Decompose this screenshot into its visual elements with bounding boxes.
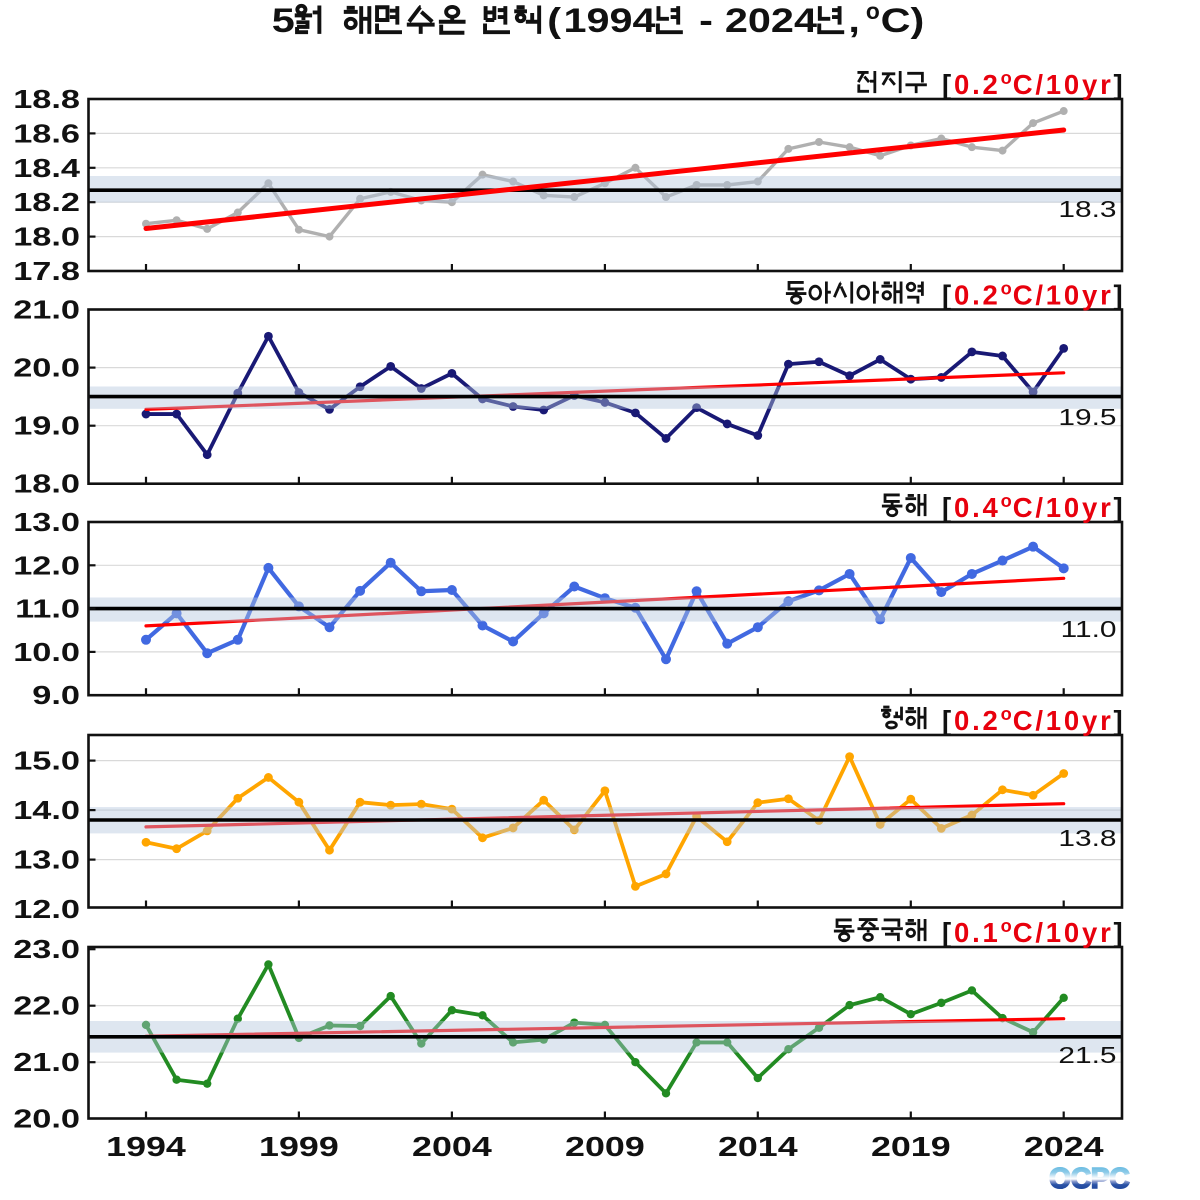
svg-text:9.0: 9.0 bbox=[32, 681, 80, 710]
svg-text:12.0: 12.0 bbox=[13, 551, 80, 580]
svg-text:13.8: 13.8 bbox=[1058, 825, 1116, 851]
svg-text:C/10yr: C/10yr bbox=[1013, 69, 1114, 100]
svg-text:1999: 1999 bbox=[259, 1131, 339, 1162]
svg-text:[: [ bbox=[942, 492, 954, 523]
svg-text:C/10yr: C/10yr bbox=[1013, 917, 1114, 948]
svg-text:10.0: 10.0 bbox=[13, 638, 80, 667]
svg-text:]: ] bbox=[1114, 705, 1126, 736]
svg-text:18.2: 18.2 bbox=[13, 188, 80, 217]
svg-text:[: [ bbox=[942, 917, 954, 948]
svg-text:18.8: 18.8 bbox=[13, 85, 80, 114]
svg-text:11.0: 11.0 bbox=[15, 595, 80, 624]
svg-text:19.5: 19.5 bbox=[1058, 404, 1116, 430]
svg-text:13.0: 13.0 bbox=[13, 508, 80, 537]
svg-text:]: ] bbox=[1114, 69, 1126, 100]
svg-text:OCPC: OCPC bbox=[1049, 1163, 1129, 1195]
svg-text:2019: 2019 bbox=[871, 1131, 951, 1162]
svg-text:21.5: 21.5 bbox=[1058, 1042, 1116, 1068]
svg-text:18.4: 18.4 bbox=[13, 154, 80, 183]
svg-text:13.0: 13.0 bbox=[13, 846, 80, 875]
svg-text:]: ] bbox=[1114, 492, 1126, 523]
svg-text:o: o bbox=[1001, 704, 1012, 724]
svg-text:20.0: 20.0 bbox=[13, 1105, 80, 1134]
svg-text:C/10yr: C/10yr bbox=[1013, 705, 1114, 736]
svg-text:,: , bbox=[848, 2, 860, 40]
svg-text:15.0: 15.0 bbox=[13, 747, 80, 776]
svg-text:0.1: 0.1 bbox=[954, 917, 1001, 948]
svg-text:21.0: 21.0 bbox=[13, 1048, 80, 1077]
svg-text:22.0: 22.0 bbox=[13, 992, 80, 1021]
svg-text:C): C) bbox=[881, 2, 925, 40]
svg-text:o: o bbox=[866, 0, 880, 24]
svg-text:0.4: 0.4 bbox=[954, 492, 1001, 523]
svg-text:2009: 2009 bbox=[565, 1131, 645, 1162]
svg-text:(: ( bbox=[547, 2, 561, 40]
svg-text:2024: 2024 bbox=[725, 2, 817, 40]
svg-text:17.8: 17.8 bbox=[13, 257, 80, 286]
svg-text:-: - bbox=[699, 2, 713, 40]
svg-text:21.0: 21.0 bbox=[13, 295, 80, 324]
svg-text:20.0: 20.0 bbox=[13, 354, 80, 383]
svg-text:o: o bbox=[1001, 491, 1012, 511]
svg-text:o: o bbox=[1001, 279, 1012, 299]
svg-text:[: [ bbox=[942, 705, 954, 736]
svg-text:18.0: 18.0 bbox=[13, 223, 80, 252]
svg-text:o: o bbox=[1001, 68, 1012, 88]
svg-text:23.0: 23.0 bbox=[13, 935, 80, 964]
svg-text:[: [ bbox=[942, 280, 954, 311]
svg-text:0.2: 0.2 bbox=[954, 705, 1001, 736]
svg-text:[: [ bbox=[942, 69, 954, 100]
svg-text:0.2: 0.2 bbox=[954, 69, 1001, 100]
svg-text:12.0: 12.0 bbox=[13, 895, 80, 924]
svg-text:2014: 2014 bbox=[718, 1131, 798, 1162]
svg-text:18.6: 18.6 bbox=[13, 119, 80, 148]
svg-text:1994: 1994 bbox=[564, 2, 656, 40]
svg-text:C/10yr: C/10yr bbox=[1013, 280, 1114, 311]
svg-text:5: 5 bbox=[272, 2, 295, 40]
svg-text:]: ] bbox=[1114, 917, 1126, 948]
svg-text:19.0: 19.0 bbox=[13, 412, 80, 441]
svg-text:C/10yr: C/10yr bbox=[1013, 492, 1114, 523]
svg-text:2024: 2024 bbox=[1024, 1131, 1104, 1162]
svg-text:14.0: 14.0 bbox=[13, 796, 80, 825]
svg-text:1994: 1994 bbox=[106, 1131, 186, 1162]
svg-text:0.2: 0.2 bbox=[954, 280, 1001, 311]
svg-text:o: o bbox=[1001, 916, 1012, 936]
svg-text:2004: 2004 bbox=[412, 1131, 492, 1162]
svg-text:]: ] bbox=[1114, 280, 1126, 311]
svg-text:11.0: 11.0 bbox=[1061, 616, 1117, 642]
svg-text:18.0: 18.0 bbox=[13, 470, 80, 499]
svg-text:18.3: 18.3 bbox=[1058, 196, 1116, 222]
